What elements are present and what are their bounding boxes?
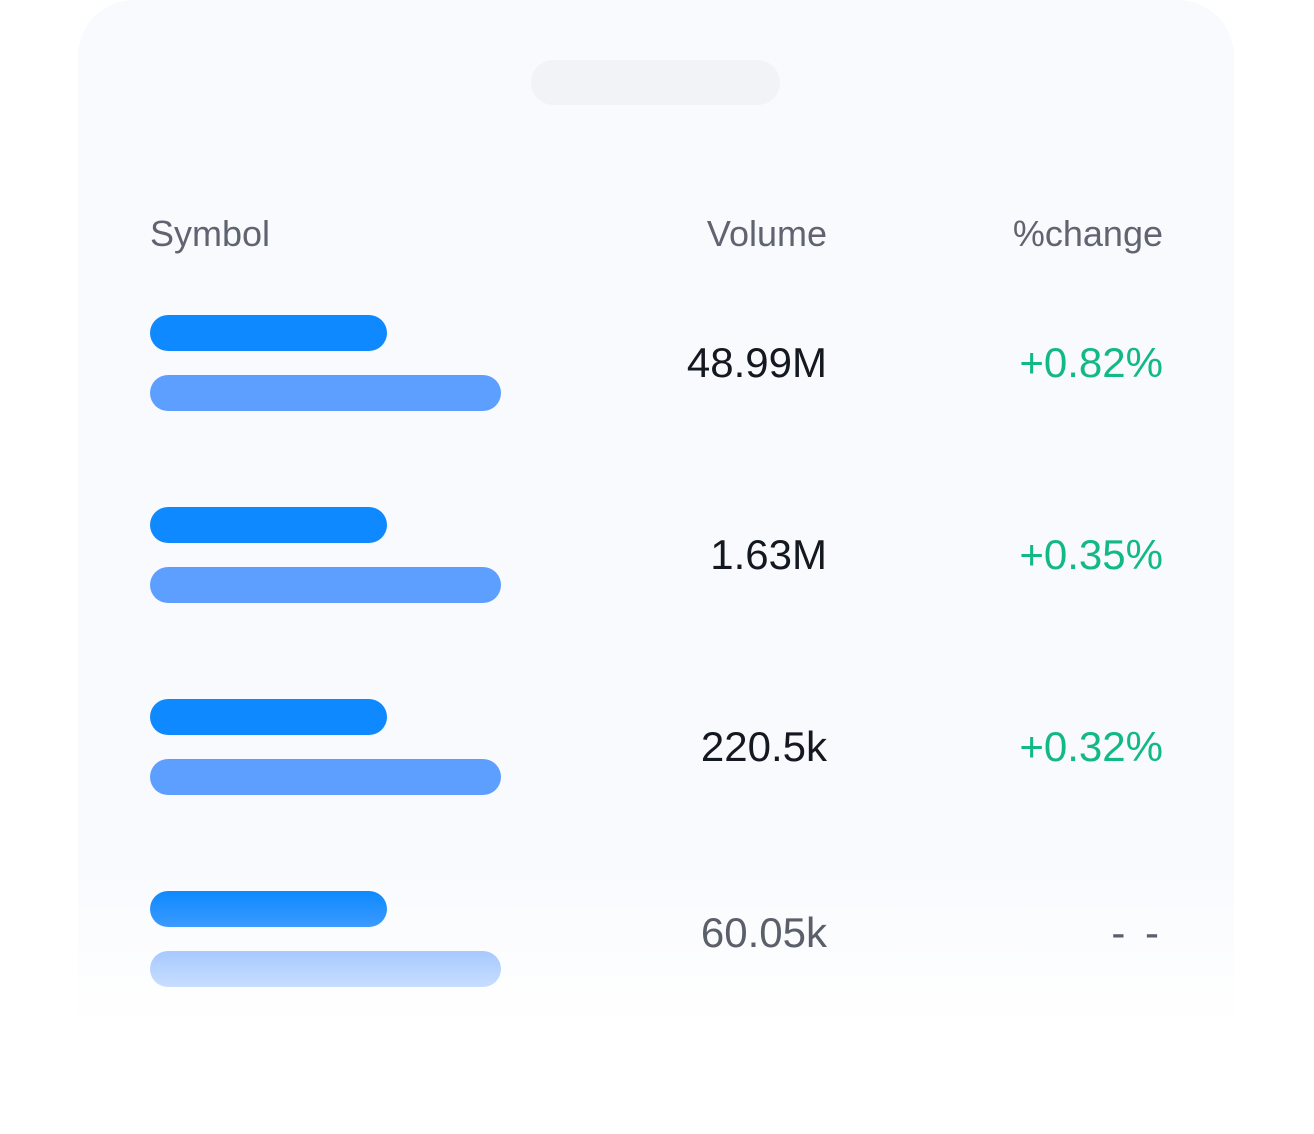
table-row[interactable]: 220.5k +0.32% — [78, 699, 1234, 795]
symbol-name-placeholder — [150, 507, 387, 543]
title-placeholder — [531, 60, 780, 105]
table-row[interactable]: 48.99M +0.82% — [78, 315, 1234, 411]
symbol-name-placeholder — [150, 699, 387, 735]
symbol-description-placeholder — [150, 375, 501, 411]
symbol-name-placeholder — [150, 315, 387, 351]
column-header-symbol: Symbol — [150, 213, 271, 254]
market-card: Symbol Volume %change 48.99M +0.82% 1.63… — [78, 0, 1234, 1134]
column-header-volume: Volume — [706, 213, 827, 254]
change-value: +0.35% — [1019, 531, 1163, 578]
change-value: - - — [1111, 909, 1163, 956]
symbol-description-placeholder — [150, 759, 501, 795]
volume-value: 220.5k — [700, 723, 827, 770]
change-value: +0.32% — [1019, 723, 1163, 770]
change-value: +0.82% — [1019, 339, 1163, 386]
column-header-change: %change — [1012, 213, 1163, 254]
symbol-name-placeholder — [150, 891, 387, 927]
volume-value: 1.63M — [710, 531, 827, 578]
symbol-description-placeholder — [150, 567, 501, 603]
table-row[interactable]: 1.63M +0.35% — [78, 507, 1234, 603]
symbol-description-placeholder — [150, 951, 501, 987]
table-row[interactable]: 60.05k - - — [78, 891, 1234, 987]
volume-value: 60.05k — [700, 909, 827, 956]
volume-value: 48.99M — [686, 339, 827, 386]
